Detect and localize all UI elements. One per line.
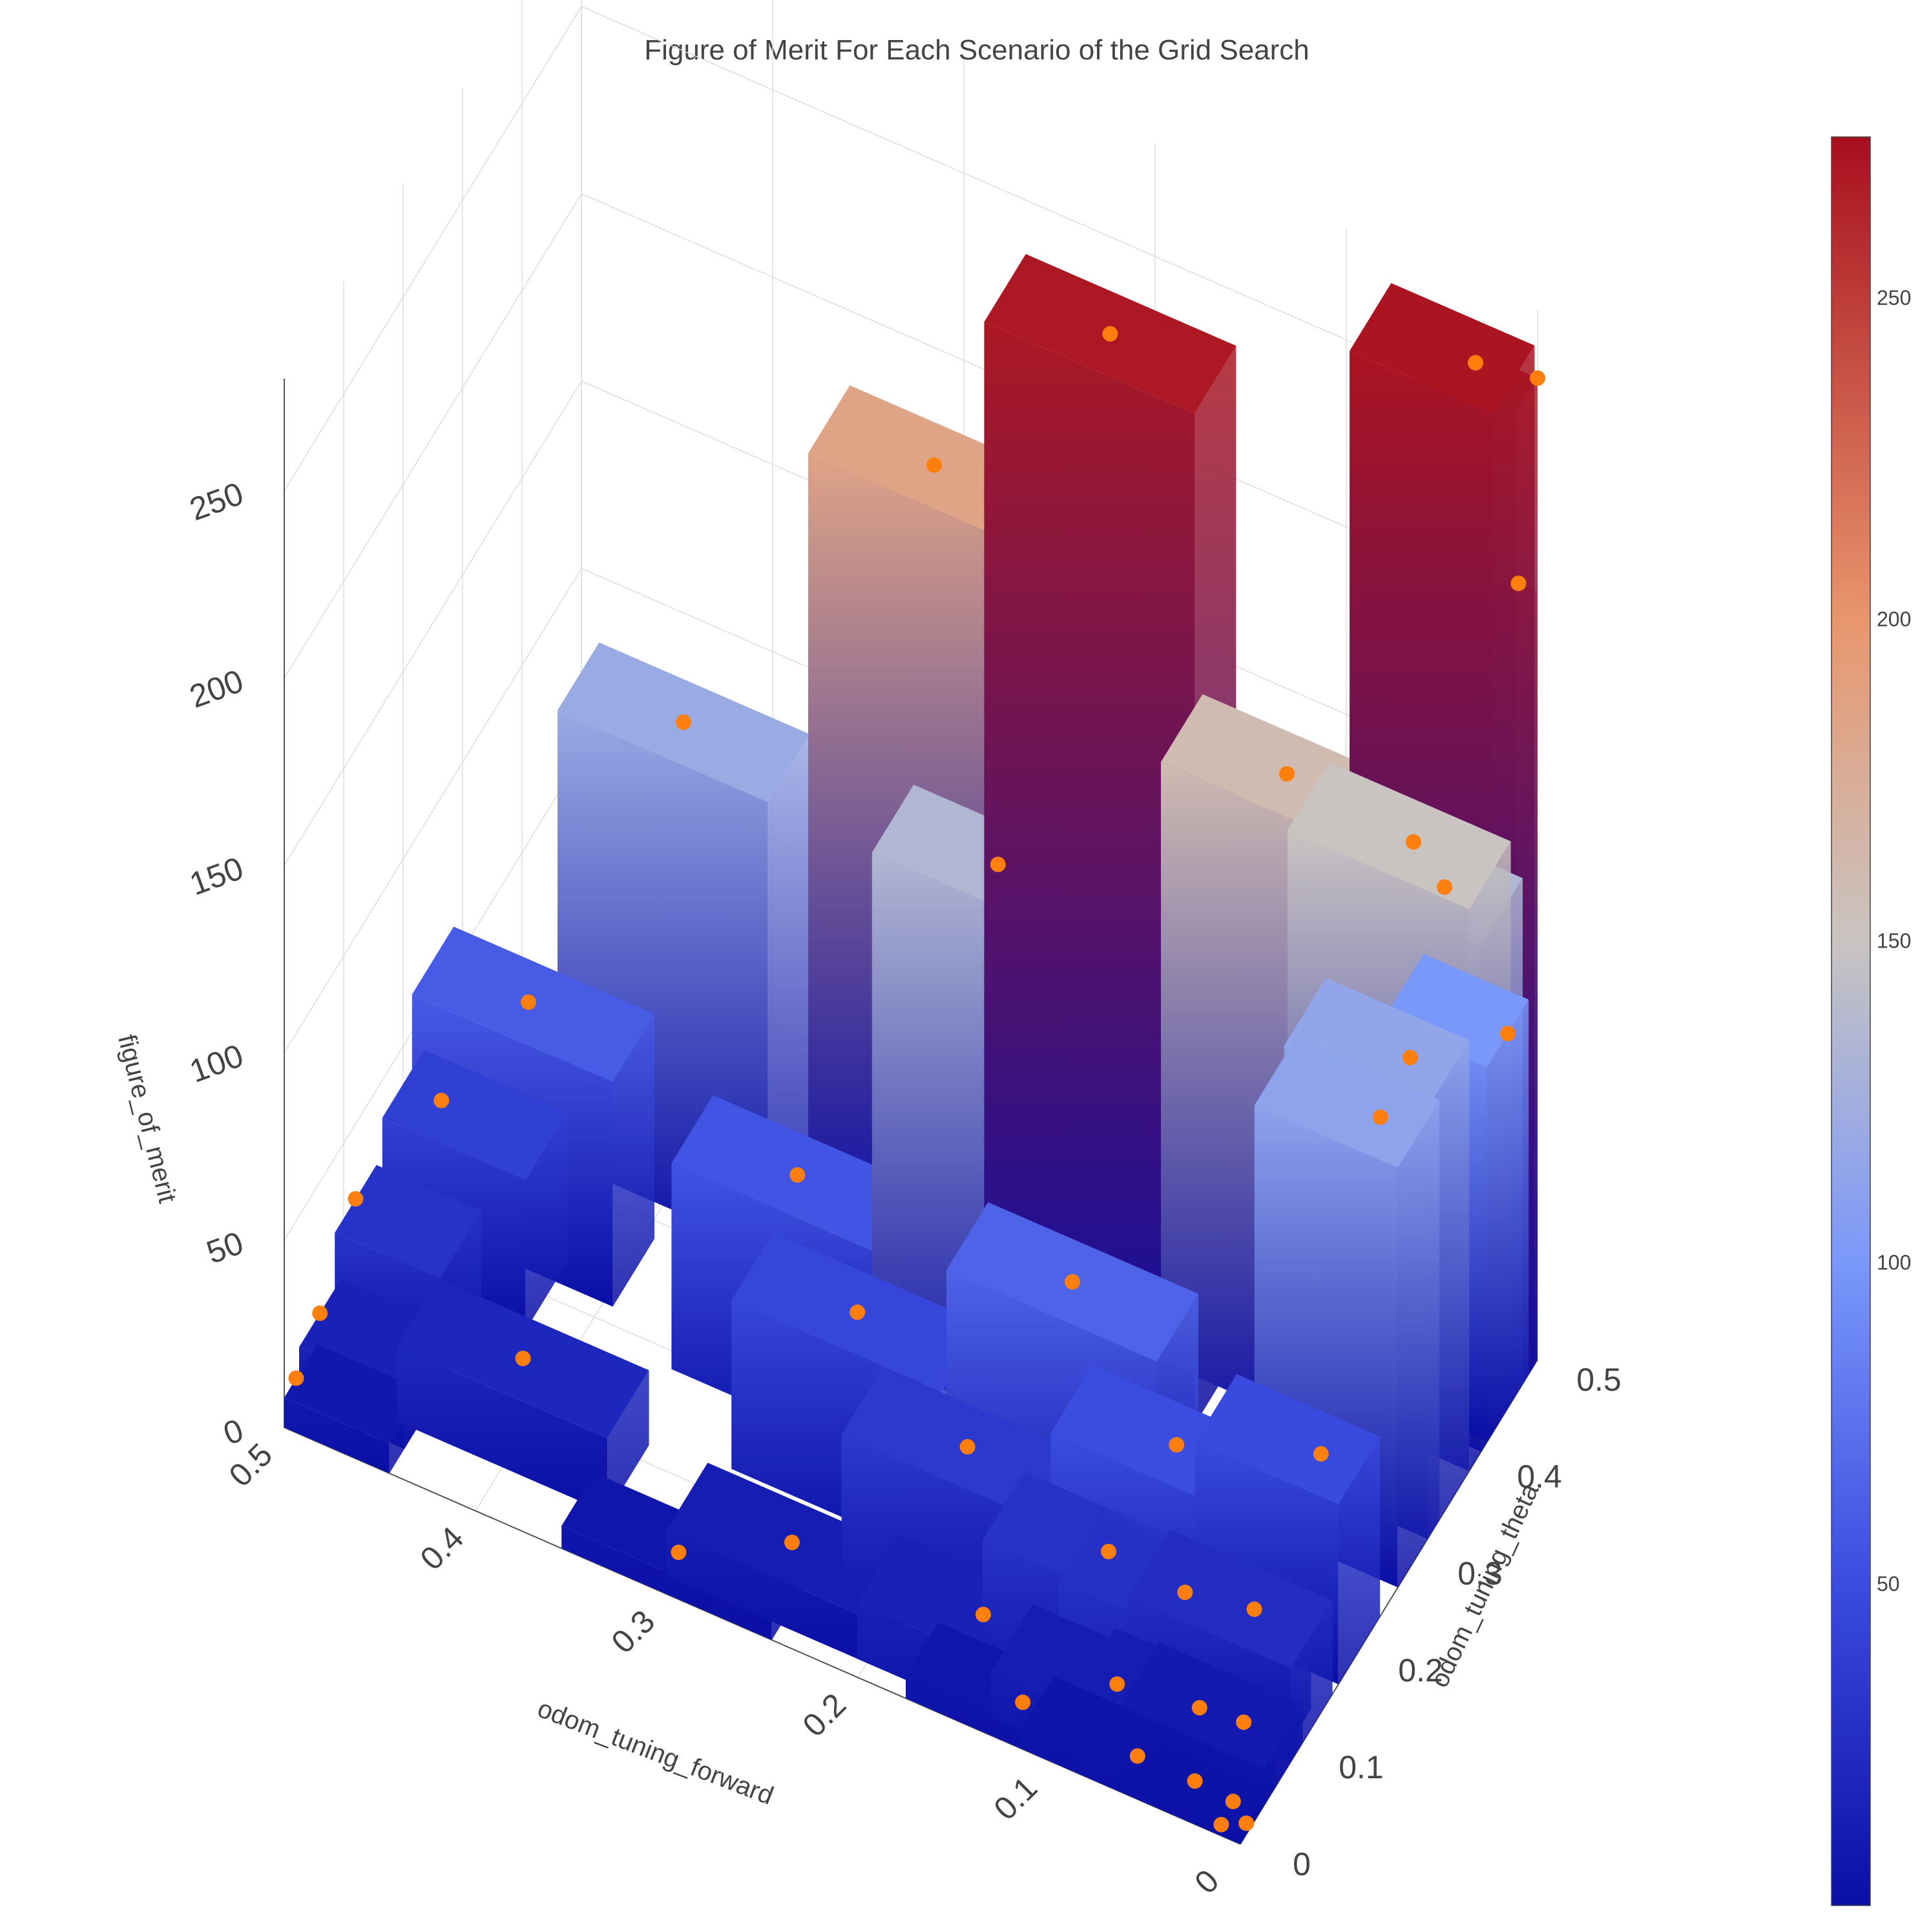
data-point-marker	[789, 1167, 806, 1183]
y-tick-label: 0	[1293, 1846, 1311, 1882]
x-tick-label: 0	[1187, 1862, 1226, 1900]
bar-layer	[284, 254, 1538, 1844]
data-point-marker	[1406, 834, 1421, 850]
data-point-marker	[1187, 1773, 1203, 1789]
grid-line	[284, 380, 582, 866]
data-point-marker	[1372, 1109, 1388, 1125]
data-point-marker	[1500, 1026, 1516, 1041]
data-point-marker	[959, 1439, 976, 1455]
bar-top-face	[1128, 1529, 1333, 1668]
bar-side-face	[1397, 1099, 1440, 1588]
z-tick-label: 100	[185, 1037, 248, 1090]
data-point-marker	[312, 1305, 328, 1321]
data-point-marker	[521, 994, 536, 1010]
colorbar-gradient	[1831, 136, 1871, 1906]
z-tick-label: 200	[185, 663, 248, 715]
data-point-marker	[348, 1191, 364, 1207]
data-point-marker	[1109, 1676, 1125, 1692]
data-point-marker	[1169, 1437, 1185, 1453]
data-point-marker	[1236, 1714, 1252, 1730]
bar-top-face	[1135, 1743, 1268, 1833]
colorbar-tick-label: 250	[1877, 286, 1911, 309]
x-tick-label: 0.2	[796, 1687, 853, 1744]
data-point-marker	[926, 457, 942, 473]
z-tick-label: 50	[202, 1225, 247, 1271]
bar-top-face	[1284, 977, 1470, 1108]
bar-top-face	[1288, 762, 1511, 909]
bar-side-face	[525, 1112, 568, 1331]
data-point-marker	[976, 1606, 991, 1623]
data-point-marker	[1530, 370, 1545, 386]
z-tick-label: 250	[185, 475, 248, 528]
data-point-marker	[1015, 1694, 1031, 1710]
bar-front-face	[284, 1397, 390, 1473]
bar-top-face	[1382, 953, 1529, 1068]
data-point-marker	[990, 857, 1006, 873]
data-point-marker	[784, 1534, 800, 1550]
data-point-marker	[1279, 766, 1295, 782]
data-point-marker	[288, 1370, 304, 1386]
data-point-marker	[1065, 1274, 1080, 1290]
data-point-marker	[1468, 355, 1483, 371]
grid-line	[284, 193, 582, 679]
data-point-marker	[1177, 1584, 1193, 1601]
data-point-marker	[1129, 1748, 1145, 1764]
data-point-marker	[1191, 1699, 1207, 1716]
z-axis-label: figure_of_merit	[112, 1032, 182, 1206]
x-axis-label: odom_tuning_forward	[534, 1694, 777, 1811]
data-point-marker	[1101, 1544, 1116, 1559]
bar-front-face	[1135, 1787, 1240, 1844]
y-tick-label: 0.2	[1398, 1652, 1443, 1688]
data-point-marker	[1238, 1815, 1255, 1831]
colorbar-tick-label: 100	[1877, 1251, 1911, 1274]
bar-top-face	[382, 1050, 568, 1181]
marker-layer	[288, 326, 1545, 1833]
data-point-marker	[433, 1092, 450, 1108]
data-point-marker	[515, 1351, 531, 1366]
x-tick-label: 0.4	[413, 1520, 471, 1577]
bar-front-face	[666, 1530, 877, 1667]
colorbar-tick-label: 50	[1877, 1572, 1900, 1595]
z-tick-label: 150	[185, 850, 248, 902]
bar-top-face	[1254, 1037, 1440, 1168]
chart-title: Figure of Merit For Each Scenario of the…	[644, 34, 1310, 66]
data-point-marker	[1213, 1816, 1229, 1833]
colorbar: 50 100 150 200 250	[1831, 136, 1911, 1906]
colorbar-tick-label: 150	[1877, 930, 1911, 953]
bar-top-face	[1118, 1642, 1303, 1773]
bar-front-face	[397, 1346, 608, 1513]
x-tick-label: 0.3	[605, 1603, 662, 1661]
bar-side-face	[1487, 999, 1529, 1442]
bar-side-face	[1338, 1437, 1381, 1685]
data-point-marker	[671, 1544, 687, 1561]
bar-front-face	[984, 322, 1195, 1426]
bar-side-face	[767, 734, 809, 1252]
bar-top-face	[284, 1344, 423, 1444]
bar-top-face	[1350, 283, 1535, 413]
grid-line	[284, 6, 582, 492]
z-tick-label: 0	[218, 1412, 247, 1452]
y-tick-label: 0.1	[1339, 1749, 1384, 1785]
bar-top-face	[1195, 1374, 1381, 1505]
bar-front-face	[561, 1526, 772, 1640]
bar-side-face	[612, 1013, 654, 1307]
data-point-marker	[850, 1304, 866, 1320]
y-tick-label: 0.4	[1517, 1459, 1562, 1495]
data-point-marker	[676, 714, 691, 730]
x-tick-label: 0.1	[987, 1770, 1045, 1827]
data-point-marker	[1246, 1601, 1262, 1617]
data-point-marker	[1225, 1793, 1241, 1809]
data-point-marker	[1510, 576, 1527, 592]
data-point-marker	[1437, 879, 1452, 895]
colorbar-tick-label: 200	[1877, 608, 1911, 631]
bar-side-face	[607, 1370, 649, 1513]
data-point-marker	[1313, 1446, 1329, 1462]
data-point-marker	[1402, 1050, 1418, 1066]
bar-top-face	[335, 1165, 482, 1279]
data-point-marker	[1102, 326, 1118, 342]
y-tick-label: 0.5	[1576, 1362, 1622, 1398]
y-tick-label: 0.3	[1457, 1555, 1503, 1592]
grid-line	[284, 568, 582, 1054]
